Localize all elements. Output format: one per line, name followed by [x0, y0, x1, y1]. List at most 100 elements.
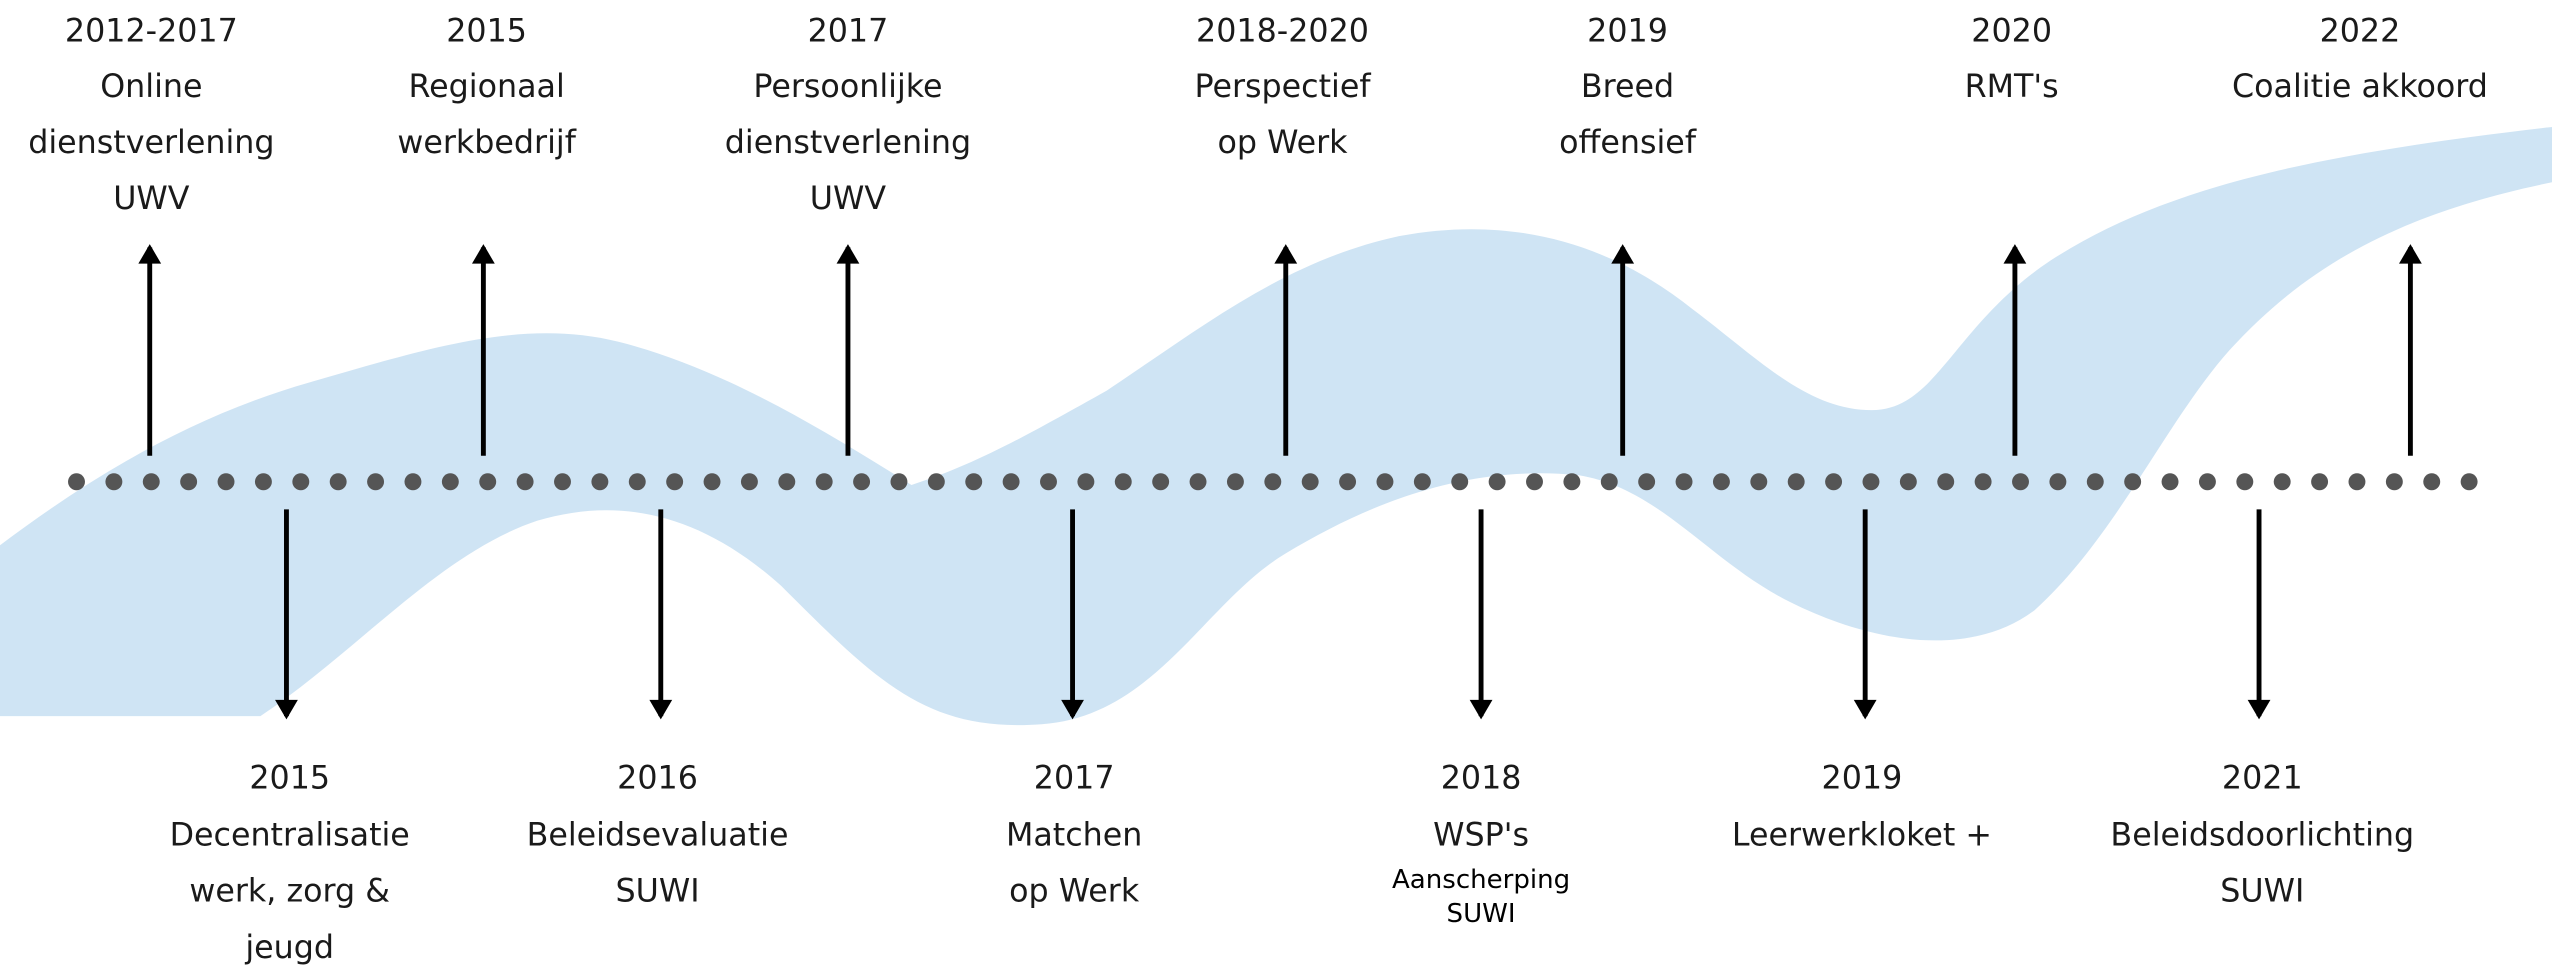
timeline-dot — [741, 473, 758, 490]
timeline-dot — [1863, 473, 1880, 490]
timeline-dot — [1227, 473, 1244, 490]
timeline-dot — [2274, 473, 2291, 490]
timeline-dot — [404, 473, 421, 490]
timeline-dot — [1489, 473, 1506, 490]
timeline-dot — [2386, 473, 2403, 490]
timeline-dot — [1975, 473, 1992, 490]
event-label: Regionaal — [408, 69, 564, 105]
event-year: 2017 — [808, 14, 889, 50]
event-year: 2019 — [1822, 761, 1903, 797]
event-year: 2015 — [249, 761, 330, 797]
timeline-dot — [1788, 473, 1805, 490]
timeline-dot — [2124, 473, 2141, 490]
event-label: Beleidsdoorlichting — [2110, 818, 2414, 854]
timeline-dot — [255, 473, 272, 490]
timeline-dot — [1937, 473, 1954, 490]
timeline-dot — [1040, 473, 1057, 490]
timeline-dot — [778, 473, 795, 490]
timeline-dot — [629, 473, 646, 490]
event-year: 2016 — [617, 761, 698, 797]
timeline-dot — [68, 473, 85, 490]
timeline-dot — [218, 473, 235, 490]
timeline-dot — [704, 473, 721, 490]
event-year: 2017 — [1034, 761, 1115, 797]
event-label: Leerwerkloket + — [1732, 818, 1992, 854]
timeline-dot — [2423, 473, 2440, 490]
event-label: SUWI — [2220, 874, 2304, 910]
timeline-dot — [816, 473, 833, 490]
timeline-dot — [2461, 473, 2478, 490]
timeline-dot — [2049, 473, 2066, 490]
arrow-head — [2399, 244, 2422, 264]
timeline-dot — [442, 473, 459, 490]
timeline-dot — [367, 473, 384, 490]
timeline-dot — [2236, 473, 2253, 490]
event-label: op Werk — [1217, 125, 1348, 161]
timeline-dot — [2199, 473, 2216, 490]
timeline-dot — [1601, 473, 1618, 490]
event-label: dienstverlening — [28, 125, 274, 161]
arrow-head — [1274, 244, 1297, 264]
event-label: Breed — [1581, 69, 1674, 105]
event-label: werk, zorg & — [189, 874, 390, 910]
arrow-head — [472, 244, 495, 264]
event-label: op Werk — [1009, 874, 1140, 910]
event-label: UWV — [810, 181, 887, 217]
arrow-head — [138, 244, 161, 264]
timeline-dot — [890, 473, 907, 490]
timeline-dot — [591, 473, 608, 490]
timeline-dot — [330, 473, 347, 490]
timeline-dot — [1190, 473, 1207, 490]
timeline-dot — [479, 473, 496, 490]
event-year: 2018-2020 — [1196, 14, 1369, 50]
event-label: SUWI — [615, 874, 699, 910]
timeline-dot — [1451, 473, 1468, 490]
timeline-dot — [1825, 473, 1842, 490]
event-label: Persoonlijke — [753, 69, 942, 105]
event-label: Beleidsevaluatie — [527, 818, 789, 854]
timeline-dot — [1526, 473, 1543, 490]
timeline-dot — [1414, 473, 1431, 490]
timeline-dot — [1077, 473, 1094, 490]
event-year: 2022 — [2320, 14, 2401, 50]
timeline-dot — [1563, 473, 1580, 490]
timeline-dot — [853, 473, 870, 490]
timeline-dot — [1264, 473, 1281, 490]
event-label: Perspectief — [1194, 69, 1371, 105]
timeline-dot — [554, 473, 571, 490]
arrow-head — [1611, 244, 1634, 264]
timeline-dot — [1302, 473, 1319, 490]
timeline-dot — [2162, 473, 2179, 490]
timeline-dot — [928, 473, 945, 490]
timeline-dot — [1676, 473, 1693, 490]
timeline-dot — [1377, 473, 1394, 490]
event-year: 2019 — [1587, 14, 1668, 50]
arrow-head — [837, 244, 860, 264]
timeline-dot — [965, 473, 982, 490]
timeline-dot — [1638, 473, 1655, 490]
timeline-dot — [666, 473, 683, 490]
timeline-dot — [1003, 473, 1020, 490]
timeline-dot — [517, 473, 534, 490]
event-label: WSP's — [1433, 818, 1529, 854]
event-year: 2021 — [2222, 761, 2303, 797]
arrow-head — [275, 700, 298, 720]
event-label: RMT's — [1965, 69, 2059, 105]
event-label: Matchen — [1006, 818, 1142, 854]
timeline-dot — [292, 473, 309, 490]
arrow-head — [2248, 700, 2271, 720]
timeline-dot — [1339, 473, 1356, 490]
event-label: Online — [100, 69, 202, 105]
timeline-dot — [2012, 473, 2029, 490]
timeline-dot — [2087, 473, 2104, 490]
river-background — [0, 127, 2552, 725]
event-label: offensief — [1559, 125, 1697, 161]
event-year: 2012-2017 — [65, 14, 238, 50]
timeline-dot — [2349, 473, 2366, 490]
timeline-dot — [1152, 473, 1169, 490]
arrow-head — [1854, 700, 1877, 720]
event-year: 2018 — [1441, 761, 1522, 797]
event-label: werkbedrijf — [397, 125, 576, 161]
event-label: Decentralisatie — [170, 818, 410, 854]
event-note: SUWI — [1447, 899, 1516, 929]
